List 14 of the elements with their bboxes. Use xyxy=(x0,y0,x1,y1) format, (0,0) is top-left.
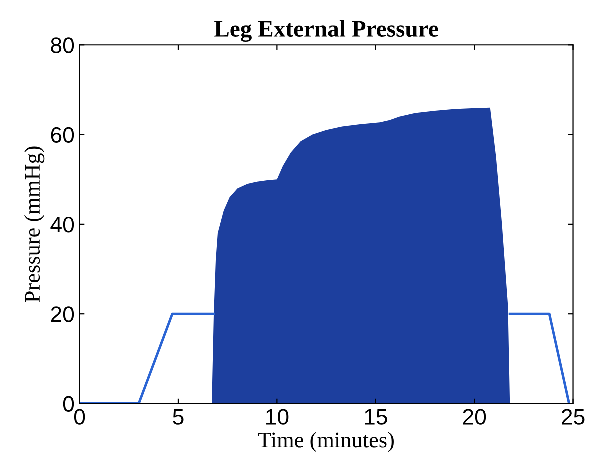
x-tick-label: 0 xyxy=(74,409,86,425)
x-tick-label: 10 xyxy=(266,409,289,425)
y-tick-label: 0 xyxy=(63,396,74,412)
x-tick-label: 15 xyxy=(365,409,388,425)
x-axis-title: Time (minutes) xyxy=(258,432,394,452)
y-axis-title: Pressure (mmHg) xyxy=(24,146,45,302)
x-tick-label: 25 xyxy=(562,409,585,425)
x-tick-label: 20 xyxy=(463,409,486,425)
y-tick-label: 60 xyxy=(51,127,74,144)
chart-title: Leg External Pressure xyxy=(214,20,438,42)
y-tick-label: 20 xyxy=(51,306,74,322)
x-tick-label: 5 xyxy=(173,409,184,425)
y-tick-label: 40 xyxy=(50,216,74,233)
y-tick-label: 80 xyxy=(51,38,74,54)
